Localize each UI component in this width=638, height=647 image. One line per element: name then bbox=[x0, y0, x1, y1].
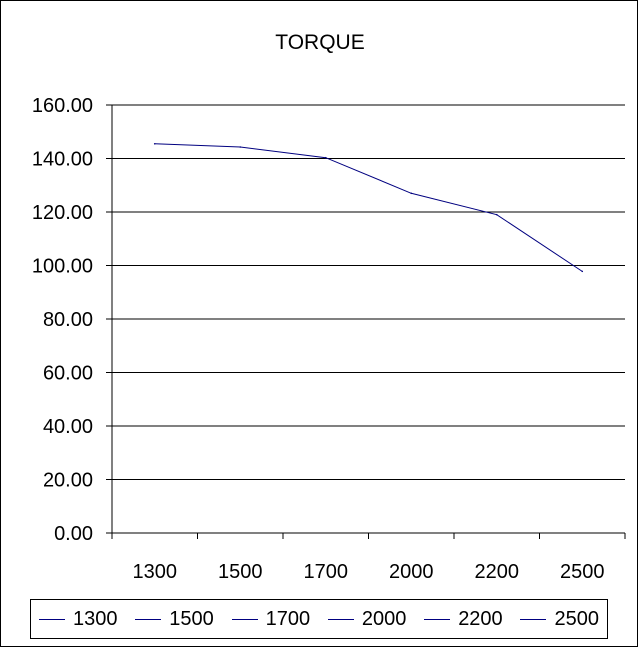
x-tick-label: 2200 bbox=[475, 561, 520, 583]
legend-item: 1700 bbox=[231, 607, 311, 631]
y-tick-label: 100.00 bbox=[32, 256, 93, 278]
x-tick-label: 1500 bbox=[218, 561, 263, 583]
data-point bbox=[239, 146, 242, 148]
legend-swatch bbox=[231, 618, 258, 620]
data-point bbox=[495, 213, 498, 216]
legend-item: 2000 bbox=[327, 607, 407, 631]
y-tick-label: 140.00 bbox=[32, 149, 93, 171]
chart-legend: 1300 1500 1700 2000 2200 2500 bbox=[30, 599, 608, 639]
x-tick-label: 2500 bbox=[560, 561, 605, 583]
legend-label: 2200 bbox=[458, 607, 503, 630]
legend-swatch bbox=[327, 618, 354, 620]
y-tick-label: 20.00 bbox=[43, 470, 93, 492]
legend-item: 2500 bbox=[520, 608, 599, 631]
legend-swatch bbox=[135, 618, 162, 620]
y-tick-label: 160.00 bbox=[32, 95, 93, 117]
x-tick-label: 1700 bbox=[304, 561, 349, 583]
legend-item: 2200 bbox=[424, 608, 503, 631]
data-point bbox=[410, 192, 413, 195]
legend-item: 1300 bbox=[39, 608, 118, 631]
chart-title: TORQUE bbox=[275, 31, 364, 54]
x-tick-label: 1300 bbox=[133, 561, 178, 583]
torque-series-line bbox=[154, 143, 583, 272]
legend-label: 1500 bbox=[169, 607, 214, 630]
legend-swatch bbox=[39, 618, 65, 620]
data-point bbox=[581, 270, 584, 273]
legend-swatch bbox=[520, 618, 547, 620]
legend-label: 2000 bbox=[361, 607, 407, 630]
data-point bbox=[153, 142, 156, 145]
legend-item: 1500 bbox=[135, 608, 214, 631]
y-tick-label: 0.00 bbox=[54, 523, 93, 545]
y-tick-label: 120.00 bbox=[32, 202, 93, 224]
y-tick-label: 60.00 bbox=[43, 363, 93, 385]
legend-swatch bbox=[424, 618, 451, 620]
x-tick-label: 2000 bbox=[389, 561, 434, 583]
legend-label: 1300 bbox=[73, 607, 118, 630]
legend-label: 1700 bbox=[265, 607, 311, 630]
y-tick-label: 80.00 bbox=[43, 309, 93, 331]
data-point bbox=[324, 156, 327, 159]
y-tick-label: 40.00 bbox=[43, 416, 93, 438]
legend-label: 2500 bbox=[554, 607, 599, 630]
